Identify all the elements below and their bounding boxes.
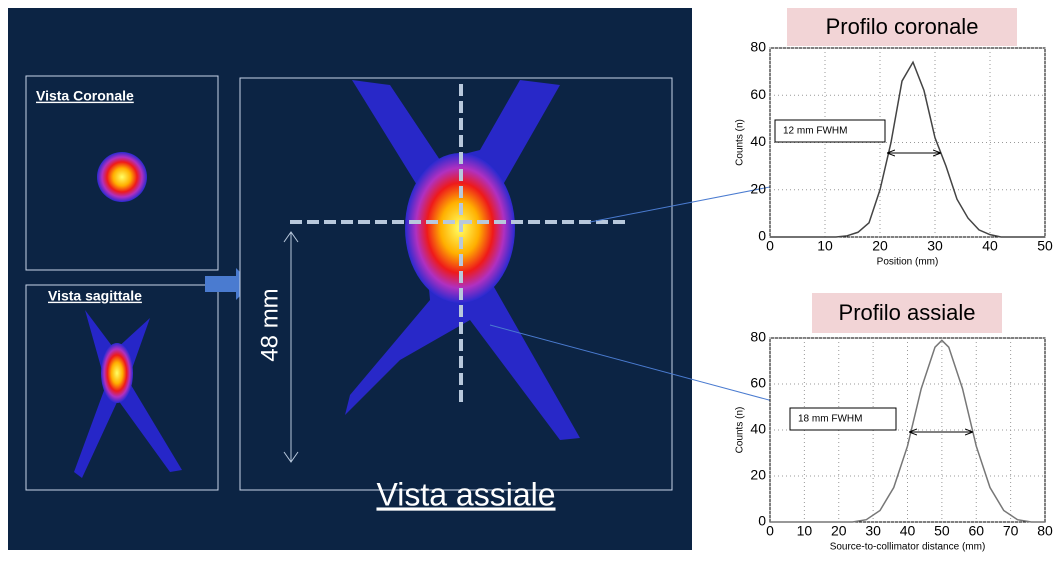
x-tick-label: 50: [1037, 238, 1053, 254]
y-axis-label: Counts (n): [735, 119, 746, 166]
figure: Vista Coronale Vista sagittale 48 mm Vis…: [0, 0, 1063, 561]
coronal-label: Vista Coronale: [36, 88, 134, 104]
x-tick-label: 70: [1003, 523, 1019, 539]
coronal-spot: [97, 152, 147, 202]
y-tick-label: 60: [750, 86, 766, 102]
chart-title: Profilo assiale: [839, 300, 976, 325]
x-tick-label: 0: [766, 523, 774, 539]
sagittal-spot: [101, 343, 133, 403]
x-tick-label: 20: [872, 238, 888, 254]
x-tick-label: 10: [817, 238, 833, 254]
x-tick-label: 50: [934, 523, 950, 539]
y-tick-label: 40: [750, 133, 766, 149]
y-tick-label: 60: [750, 375, 766, 391]
x-tick-label: 80: [1037, 523, 1053, 539]
axial-label: Vista assiale: [376, 476, 555, 512]
x-tick-label: 60: [968, 523, 984, 539]
x-tick-label: 40: [900, 523, 916, 539]
y-tick-label: 0: [758, 228, 766, 244]
x-tick-label: 30: [865, 523, 881, 539]
x-tick-label: 30: [927, 238, 943, 254]
x-tick-label: 20: [831, 523, 847, 539]
chart-title: Profilo coronale: [826, 14, 979, 39]
x-axis-label: Source-to-collimator distance (mm): [830, 542, 986, 553]
y-tick-label: 80: [750, 39, 766, 55]
x-axis-label: Position (mm): [877, 257, 939, 268]
x-tick-label: 10: [797, 523, 813, 539]
sagittal-label: Vista sagittale: [48, 288, 142, 304]
y-tick-label: 20: [750, 467, 766, 483]
distance-label: 48 mm: [256, 288, 283, 361]
x-tick-label: 0: [766, 238, 774, 254]
annotation: 18 mm FWHM: [798, 414, 862, 425]
y-tick-label: 20: [750, 180, 766, 196]
y-tick-label: 0: [758, 513, 766, 529]
x-tick-label: 40: [982, 238, 998, 254]
y-tick-label: 80: [750, 329, 766, 345]
y-tick-label: 40: [750, 421, 766, 437]
annotation: 12 mm FWHM: [783, 126, 847, 137]
y-axis-label: Counts (n): [735, 407, 746, 454]
